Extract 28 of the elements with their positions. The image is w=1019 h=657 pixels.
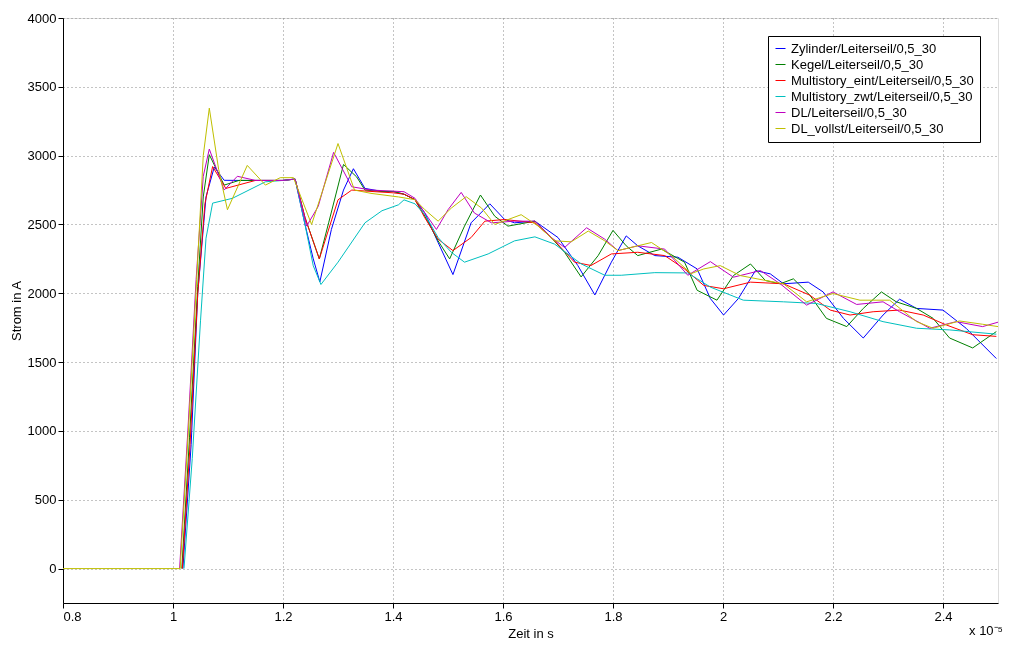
y-tick-label: 1500 xyxy=(27,354,57,370)
x-tick-label: 2 xyxy=(719,608,728,624)
y-tick-label: 0 xyxy=(49,561,57,577)
y-axis-title: Strom in A xyxy=(8,280,24,341)
y-tick-label: 1000 xyxy=(27,423,57,439)
x-tick-label: 1.2 xyxy=(274,608,293,624)
y-tick-label: 500 xyxy=(34,492,57,508)
y-tick-label: 4000 xyxy=(27,10,57,26)
legend-label: Multistory_eint/Leiterseil/0,5_30 xyxy=(791,72,974,88)
x-tick-label: 1.4 xyxy=(384,608,403,624)
legend-label: Zylinder/Leiterseil/0,5_30 xyxy=(791,40,937,56)
line-series xyxy=(63,107,998,570)
legend-label: DL/Leiterseil/0,5_30 xyxy=(791,104,907,120)
legend-label: Kegel/Leiterseil/0,5_30 xyxy=(791,56,924,72)
x-tick-label: 1.6 xyxy=(494,608,513,624)
x-tick-label: 0.8 xyxy=(63,608,82,624)
x-tick-label: 1.8 xyxy=(604,608,623,624)
x-tick-label: 2.2 xyxy=(824,608,843,624)
y-tick-label: 3000 xyxy=(27,148,57,164)
y-tick-label: 2000 xyxy=(27,285,57,301)
text: x 10⁻⁵ xyxy=(969,623,1003,638)
legend-label: Multistory_zwt/Leiterseil/0,5_30 xyxy=(791,88,973,104)
y-tick-label: 2500 xyxy=(27,216,57,232)
legend-label: DL_vollst/Leiterseil/0,5_30 xyxy=(791,120,944,136)
x-tick-label: 1 xyxy=(169,608,178,624)
x-axis-title: Zeit in s xyxy=(508,625,555,641)
x-tick-label: 2.4 xyxy=(934,608,953,624)
y-tick-label: 3500 xyxy=(27,79,57,95)
